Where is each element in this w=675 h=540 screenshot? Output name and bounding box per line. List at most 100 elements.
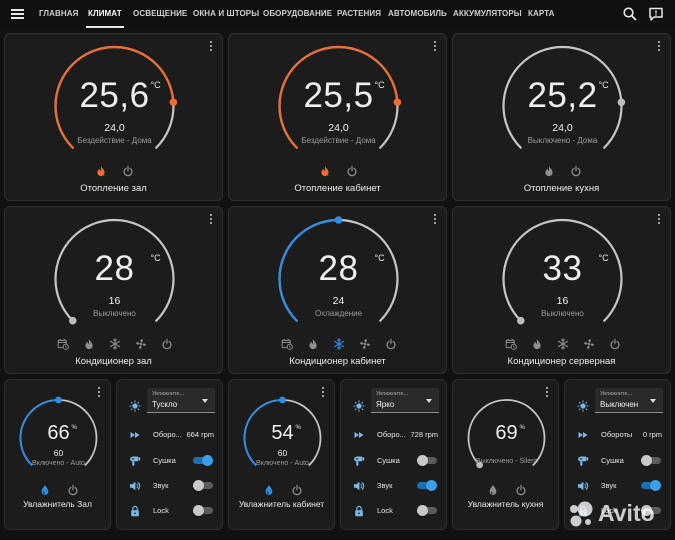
thermostat-5-calendar-clock-icon[interactable] [281, 337, 293, 350]
humidifier-2-more-options-icon[interactable] [321, 387, 325, 399]
thermostat-1-flame-icon[interactable] [95, 164, 107, 177]
humidifier-2-setpoint-handle[interactable] [279, 396, 286, 404]
thermostat-6-calendar-clock-icon[interactable] [505, 337, 517, 350]
thermostat-6-more-options-icon[interactable] [657, 214, 661, 226]
tab-batteries[interactable]: АККУМУЛЯТОРЫ [453, 9, 522, 18]
thermostat-6-setpoint-handle[interactable] [516, 316, 525, 325]
thermostat-6-dial[interactable] [453, 207, 672, 358]
thermostat-5-setpoint-handle[interactable] [334, 216, 343, 224]
humidifier-3-dial[interactable] [453, 380, 560, 496]
thermostat-5-target-temperature: 24 [332, 295, 345, 307]
thermostat-6-snowflake-icon[interactable] [557, 337, 569, 350]
humidifier-1-power-icon[interactable] [67, 483, 79, 496]
controls-1-lock-toggle[interactable] [193, 505, 213, 516]
tab-car[interactable]: АВТОМОБИЛЬ [388, 9, 447, 18]
controls-3-lock-toggle[interactable] [641, 505, 661, 516]
thermostat-5-temperature-unit: °C [374, 253, 385, 263]
controls-1-brightness-select[interactable]: Увлажните... Тускло [147, 388, 215, 413]
thermostat-6-flame-icon[interactable] [531, 337, 543, 350]
controls-3-brightness-select[interactable]: Увлажните... Выключен [595, 388, 663, 413]
controls-2-brightness-select-label: Увлажните... [376, 391, 409, 397]
controls-2-lock-icon [353, 504, 365, 517]
thermostat-4-flame-icon[interactable] [83, 337, 95, 350]
thermostat-5-snowflake-icon[interactable] [333, 337, 345, 350]
thermostat-1-setpoint-handle[interactable] [169, 98, 178, 107]
humidifier-1-water-drop-icon[interactable] [39, 483, 51, 495]
humidifier-1-dial[interactable] [5, 380, 112, 496]
humidifier-1-action: Включено - Auto [32, 460, 85, 467]
thermostat-2-dial[interactable] [229, 34, 448, 185]
thermostat-2-more-options-icon[interactable] [433, 41, 437, 53]
thermostat-4-power-icon[interactable] [161, 337, 173, 350]
thermostat-3-flame-icon[interactable] [543, 164, 555, 177]
thermostat-1-dial[interactable] [5, 34, 224, 185]
tab-home[interactable]: ГЛАВНАЯ [39, 9, 79, 18]
controls-3-sound-toggle[interactable] [641, 480, 661, 491]
assist-chat-icon[interactable] [648, 6, 664, 22]
controls-2-sound-toggle[interactable] [417, 480, 437, 491]
controls-2-drying-toggle[interactable] [417, 455, 437, 466]
humidifier-3-water-drop-icon[interactable] [487, 483, 499, 495]
controls-1-brightness-select-label: Увлажните... [152, 391, 185, 397]
thermostat-4-snowflake-icon[interactable] [109, 337, 121, 350]
humidifier-3-setpoint-handle[interactable] [476, 461, 484, 469]
humidifier-3-action: Выключено - Silent [475, 458, 538, 465]
search-icon[interactable] [622, 6, 638, 22]
thermostat-4-dial[interactable] [5, 207, 224, 358]
thermostat-6-power-icon[interactable] [609, 337, 621, 350]
humidifier-1-more-options-icon[interactable] [97, 387, 101, 399]
thermostat-2-power-icon[interactable] [346, 164, 358, 177]
humidifier-3-power-icon[interactable] [515, 483, 527, 496]
avito-watermark: Avito [566, 497, 671, 533]
avito-logo-icon [570, 501, 593, 527]
thermostat-6-fan-icon[interactable] [583, 337, 595, 349]
thermostat-4-fan-icon[interactable] [135, 337, 147, 349]
tab-lighting[interactable]: ОСВЕЩЕНИЕ [133, 9, 188, 18]
thermostat-3-setpoint-handle[interactable] [617, 98, 626, 107]
thermostat-5-power-icon[interactable] [385, 337, 397, 350]
thermostat-5-flame-icon[interactable] [307, 337, 319, 350]
controls-2-fan-speed-label: Оборо... [377, 430, 406, 439]
humidifier-3-current-humidity: 69 [495, 422, 518, 444]
tab-plants[interactable]: РАСТЕНИЯ [337, 9, 382, 18]
controls-3-sound-label: Звук [601, 481, 617, 490]
thermostat-3-dial[interactable] [453, 34, 672, 185]
thermostat-1-more-options-icon[interactable] [209, 41, 213, 53]
thermostat-3-more-options-icon[interactable] [657, 41, 661, 53]
tab-equipment[interactable]: ОБОРУДОВАНИЕ [263, 9, 333, 18]
thermostat-5-dial[interactable] [229, 207, 448, 358]
controls-2-lock-toggle[interactable] [417, 505, 437, 516]
controls-3-fan-speed-value: 0 rpm [642, 430, 662, 439]
humidifier-1-target-humidity: 60 [53, 448, 64, 458]
humidifier-2-power-icon[interactable] [291, 483, 303, 496]
thermostat-3-hvac-action: Выключено - Дома [527, 136, 598, 145]
controls-2-brightness-select[interactable]: Увлажните... Ярко [371, 388, 439, 413]
tab-climate[interactable]: КЛИМАТ [86, 0, 124, 28]
humidifier-2-dial[interactable] [229, 380, 336, 496]
controls-3-volume-icon [577, 479, 589, 491]
tab-map[interactable]: КАРТА [528, 9, 555, 18]
thermostat-2-setpoint-handle[interactable] [393, 98, 402, 107]
thermostat-2-temperature-unit: °C [374, 80, 385, 90]
tab-windows-blinds[interactable]: ОКНА И ШТОРЫ [193, 9, 260, 18]
humidifier-1-setpoint-handle[interactable] [55, 396, 62, 404]
humidifier-2-name: Увлажнитель кабинет [238, 499, 325, 509]
thermostat-3-card: 25,2 °C 24,0 Выключено - Дома Отопление кухн… [452, 33, 671, 201]
thermostat-4-setpoint-handle[interactable] [68, 316, 77, 325]
thermostat-5-fan-icon[interactable] [359, 337, 371, 349]
menu-icon[interactable] [10, 6, 26, 22]
thermostat-1-power-icon[interactable] [122, 164, 134, 177]
thermostat-2-flame-icon[interactable] [319, 164, 331, 177]
thermostat-5-more-options-icon[interactable] [433, 214, 437, 226]
controls-1-drying-toggle[interactable] [193, 455, 213, 466]
controls-1-sound-toggle[interactable] [193, 480, 213, 491]
controls-3-drying-toggle[interactable] [641, 455, 661, 466]
humidifier-2-card: 54% 60 Включено - Auto Увлажнитель кабинет [228, 379, 335, 530]
thermostat-4-more-options-icon[interactable] [209, 214, 213, 226]
thermostat-3-power-icon[interactable] [570, 164, 582, 177]
thermostat-4-calendar-clock-icon[interactable] [57, 337, 69, 350]
thermostat-6-temperature-unit: °C [598, 253, 609, 263]
humidifier-2-water-drop-icon[interactable] [263, 483, 275, 495]
thermostat-4-card: 28 °C 16 Выключено Кондиционер зал [4, 206, 223, 374]
humidifier-3-more-options-icon[interactable] [545, 387, 549, 399]
